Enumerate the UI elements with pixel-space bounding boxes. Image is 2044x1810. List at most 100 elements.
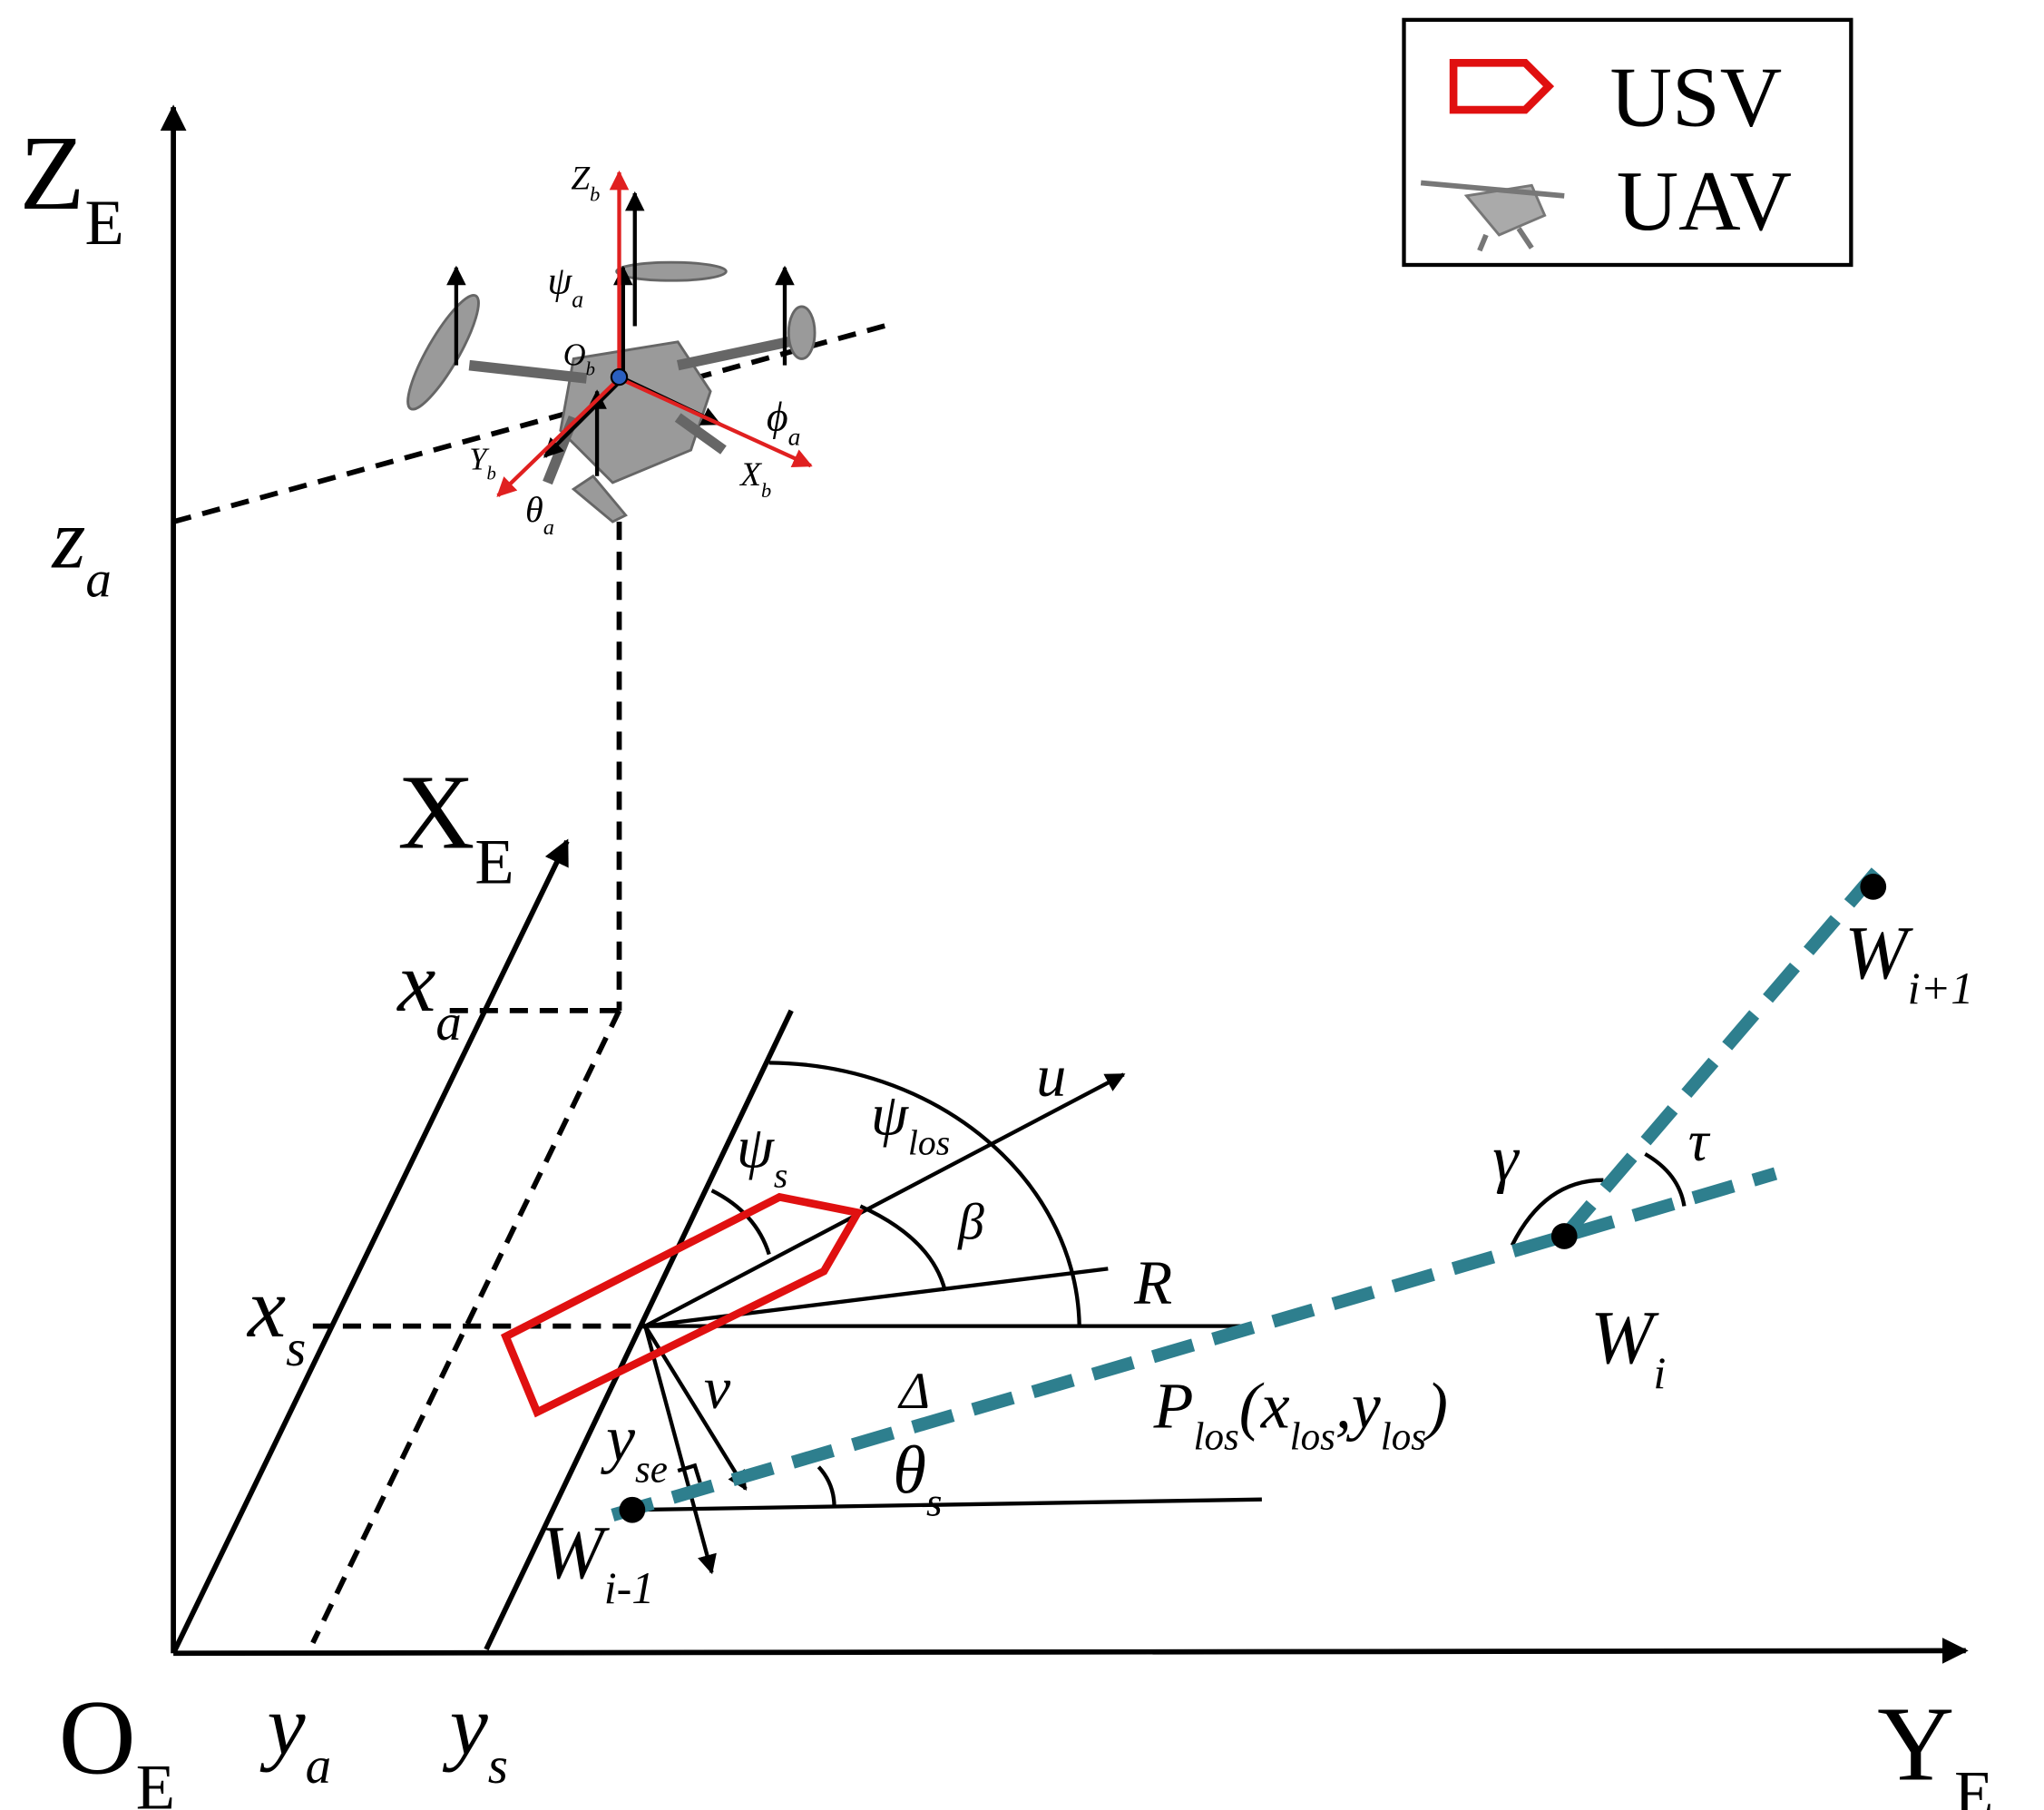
label-subscript: los: [1290, 1415, 1335, 1458]
label: za: [50, 490, 111, 608]
label-subscript: a: [543, 515, 554, 540]
label-text: z: [50, 490, 85, 586]
label: Wi-1: [541, 1512, 654, 1613]
label-subscript: los: [1381, 1415, 1426, 1458]
label-text: W: [1844, 912, 1913, 995]
label-text: O: [59, 1678, 136, 1796]
label-text: x: [396, 934, 435, 1030]
label: ZE: [20, 114, 124, 259]
label: Δ: [897, 1363, 930, 1420]
label: ν: [704, 1355, 731, 1422]
label-subscript: los: [1194, 1415, 1239, 1458]
label-subscript: i+1: [1908, 963, 1974, 1013]
label-text: P: [1153, 1370, 1194, 1443]
label-text: θ: [525, 489, 543, 530]
label-text: y: [443, 1677, 489, 1773]
label: ya: [260, 1677, 332, 1795]
label-text: X: [397, 753, 474, 871]
label: τ: [1688, 1110, 1711, 1173]
guidance-geometry: [631, 1061, 1687, 1575]
legend: USV UAV: [1402, 17, 1853, 268]
label-subscript: b: [586, 360, 595, 380]
path-segments: [611, 858, 1889, 1521]
label-text: β: [957, 1193, 984, 1250]
label: XE: [397, 753, 513, 897]
projection-lines: [172, 320, 895, 1645]
label: θs: [893, 1433, 942, 1525]
label-subscript: a: [85, 551, 111, 608]
label: Yb: [469, 443, 496, 484]
label-subscript: s: [488, 1737, 508, 1794]
label: ys: [443, 1677, 508, 1795]
label: ψlos: [871, 1081, 950, 1162]
label: θa: [525, 489, 554, 540]
label-subscript: los: [908, 1122, 950, 1162]
label: ψa: [547, 260, 583, 313]
label: ψs: [737, 1114, 787, 1195]
label-text: ψ: [871, 1081, 909, 1148]
label-text: y: [601, 1403, 635, 1475]
label-text: Y: [1877, 1686, 1954, 1804]
label: u: [1036, 1042, 1066, 1109]
label: Wi+1: [1844, 912, 1973, 1013]
label-text: θ: [893, 1433, 926, 1509]
label-subscript: a: [788, 422, 801, 450]
label-text: ψ: [737, 1114, 775, 1180]
label-text: Δ: [897, 1363, 930, 1420]
label-subscript: s: [774, 1155, 787, 1195]
label-subscript: b: [590, 182, 600, 205]
label: YE: [1877, 1686, 1993, 1810]
label-subscript: E: [474, 827, 513, 897]
label-text: O: [563, 338, 586, 373]
label: Wi: [1590, 1296, 1666, 1398]
label-subscript: i-1: [604, 1562, 655, 1613]
label-text: Y: [469, 443, 490, 477]
label-subscript: E: [1954, 1759, 1993, 1810]
label-text: y: [260, 1677, 307, 1773]
axes: [160, 104, 1969, 1664]
label: β: [957, 1193, 984, 1250]
label-text: ,y: [1335, 1370, 1381, 1443]
label-text: ϕ: [767, 393, 788, 439]
label-text: γ: [1492, 1122, 1520, 1195]
label: yse: [601, 1403, 668, 1492]
label-text: x: [246, 1259, 286, 1355]
label-text: Z: [571, 161, 591, 198]
usv-hull: [500, 1192, 865, 1418]
label: Xb: [738, 456, 771, 502]
label-text: W: [541, 1512, 610, 1595]
label: Zb: [571, 161, 600, 206]
label: Ob: [563, 338, 595, 380]
label: ϕa: [767, 393, 801, 450]
label-text: ): [1423, 1370, 1448, 1443]
label-subscript: s: [286, 1320, 306, 1377]
label-subscript: E: [136, 1752, 175, 1810]
label-text: τ: [1688, 1110, 1711, 1173]
label: Plos(xlos,ylos): [1153, 1370, 1448, 1459]
label-subscript: a: [572, 286, 583, 312]
label-text: R: [1133, 1248, 1172, 1317]
label: γ: [1492, 1122, 1520, 1195]
legend-label: UAV: [1617, 152, 1792, 249]
label: xa: [396, 934, 462, 1051]
label-text: (x: [1239, 1370, 1290, 1443]
label: OE: [59, 1678, 175, 1810]
label-text: W: [1590, 1296, 1659, 1380]
legend-label: USV: [1610, 48, 1783, 144]
label-subscript: b: [761, 478, 771, 501]
label-text: Z: [20, 114, 85, 232]
label-subscript: se: [635, 1448, 668, 1491]
label-subscript: s: [926, 1480, 942, 1525]
label: xs: [246, 1259, 306, 1377]
uav: [406, 170, 817, 523]
label: R: [1133, 1248, 1172, 1317]
label-text: u: [1036, 1042, 1066, 1109]
label-subscript: a: [306, 1737, 331, 1794]
waypoints: [619, 874, 1887, 1523]
label-subscript: b: [486, 465, 495, 484]
label-subscript: E: [85, 188, 124, 259]
label-text: X: [738, 456, 763, 494]
label-text: ψ: [547, 260, 572, 303]
